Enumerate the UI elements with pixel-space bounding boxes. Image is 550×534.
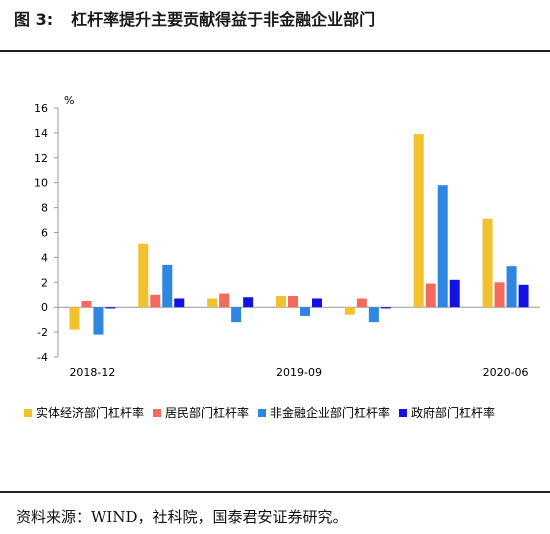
bar — [219, 293, 230, 308]
bar — [231, 307, 242, 323]
top-rule — [0, 50, 550, 52]
bar — [312, 298, 322, 308]
legend-label: 非金融企业部门杠杆率 — [270, 406, 391, 420]
bar — [425, 283, 436, 308]
y-tick-label: -2 — [37, 326, 48, 339]
legend-label: 实体经济部门杠杆率 — [36, 406, 145, 420]
bar — [356, 298, 367, 308]
bar — [494, 282, 505, 308]
bar — [162, 264, 173, 308]
x-tick-label: 2020-06 — [483, 366, 529, 379]
bar — [437, 185, 448, 308]
bar — [105, 307, 116, 309]
bar — [243, 297, 254, 308]
y-tick-label: 0 — [41, 301, 48, 314]
bar — [300, 307, 310, 316]
bar — [288, 295, 298, 308]
x-tick-label: 2019-09 — [276, 366, 322, 379]
bar — [506, 266, 517, 308]
bar — [69, 307, 80, 330]
chart-legend: 实体经济部门杠杆率 居民部门杠杆率 非金融企业部门杠杆率 政府部门杠杆率 — [24, 404, 550, 421]
y-tick-label: 4 — [41, 251, 48, 264]
bar — [207, 298, 218, 308]
legend-swatch — [153, 408, 162, 417]
y-tick-label: 2 — [41, 276, 48, 289]
bar — [276, 295, 286, 308]
y-tick-label: -4 — [37, 351, 48, 364]
bar-layer — [69, 134, 529, 335]
bar — [150, 294, 161, 308]
legend-swatch — [399, 408, 408, 417]
figure-number: 图 3: — [14, 10, 54, 29]
bar — [344, 307, 355, 315]
y-tick-label: 6 — [41, 227, 48, 240]
y-tick-label: 14 — [34, 127, 48, 140]
bar — [368, 307, 379, 323]
figure-title: 图 3: 杠杆率提升主要贡献得益于非金融企业部门 — [14, 6, 550, 30]
bar — [518, 284, 529, 308]
legend-swatch — [24, 408, 32, 417]
figure-title-text: 杠杆率提升主要贡献得益于非金融企业部门 — [71, 10, 376, 29]
y-axis-unit-label: % — [64, 94, 74, 107]
legend-item: 实体经济部门杠杆率 — [24, 404, 144, 421]
bottom-rule — [0, 491, 550, 493]
bar — [482, 218, 493, 308]
y-tick-label: 10 — [34, 177, 48, 190]
legend-label: 居民部门杠杆率 — [165, 406, 250, 420]
y-tick-label: 16 — [34, 102, 48, 115]
bar — [413, 134, 424, 308]
bar — [449, 279, 460, 308]
y-tick-label: 12 — [34, 152, 48, 165]
bar — [174, 298, 185, 308]
axis-layer: -4 -2 0 2 4 6 8 10 12 14 16 2018-12 2019-09 2020-06 — [34, 102, 540, 379]
bar — [138, 243, 149, 308]
legend-item: 非金融企业部门杠杆率 — [258, 404, 390, 421]
bar — [93, 307, 104, 335]
legend-label: 政府部门杠杆率 — [411, 406, 496, 420]
source-note: 资料来源：WIND，社科院，国泰君安证券研究。 — [16, 508, 348, 526]
legend-item: 政府部门杠杆率 — [399, 404, 495, 421]
legend-item: 居民部门杠杆率 — [153, 404, 249, 421]
y-tick-label: 8 — [41, 202, 48, 215]
x-tick-label: 2018-12 — [69, 366, 115, 379]
bar — [380, 307, 391, 309]
bar-chart: -4 -2 0 2 4 6 8 10 12 14 16 2018-12 2019-09 2020-06 % — [34, 94, 540, 379]
bar — [81, 300, 92, 308]
legend-swatch — [258, 408, 267, 417]
